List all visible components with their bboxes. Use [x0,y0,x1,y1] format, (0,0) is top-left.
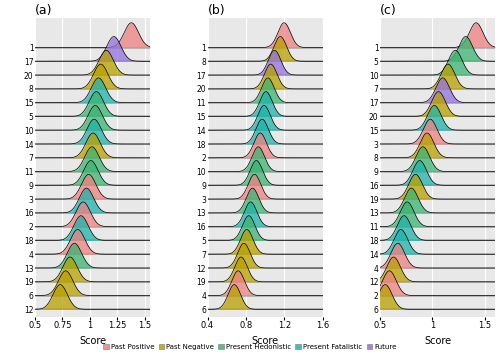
X-axis label: Score: Score [252,336,278,346]
Legend: Past Positive, Past Negative, Present Hedonistic, Present Fatalistic, Future: Past Positive, Past Negative, Present He… [100,341,400,352]
Text: (b): (b) [208,4,225,17]
X-axis label: Score: Score [424,336,451,346]
X-axis label: Score: Score [79,336,106,346]
Text: (a): (a) [35,4,52,17]
Text: (c): (c) [380,4,397,17]
